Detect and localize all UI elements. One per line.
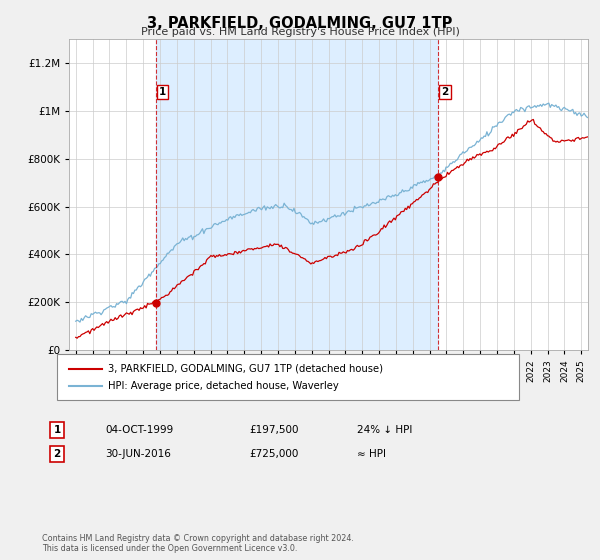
Text: 30-JUN-2016: 30-JUN-2016 [105,449,171,459]
Text: £197,500: £197,500 [249,425,299,435]
Text: Contains HM Land Registry data © Crown copyright and database right 2024.
This d: Contains HM Land Registry data © Crown c… [42,534,354,553]
Text: HPI: Average price, detached house, Waverley: HPI: Average price, detached house, Wave… [108,381,339,391]
Text: 1: 1 [159,87,166,97]
Text: 2: 2 [442,87,449,97]
Text: £725,000: £725,000 [249,449,298,459]
Text: 3, PARKFIELD, GODALMING, GU7 1TP: 3, PARKFIELD, GODALMING, GU7 1TP [148,16,452,31]
Text: 2: 2 [53,449,61,459]
Text: ≈ HPI: ≈ HPI [357,449,386,459]
Text: 1: 1 [53,425,61,435]
Text: 04-OCT-1999: 04-OCT-1999 [105,425,173,435]
Text: 3, PARKFIELD, GODALMING, GU7 1TP (detached house): 3, PARKFIELD, GODALMING, GU7 1TP (detach… [108,363,383,374]
Text: 24% ↓ HPI: 24% ↓ HPI [357,425,412,435]
Text: Price paid vs. HM Land Registry's House Price Index (HPI): Price paid vs. HM Land Registry's House … [140,27,460,37]
Bar [156,39,438,350]
